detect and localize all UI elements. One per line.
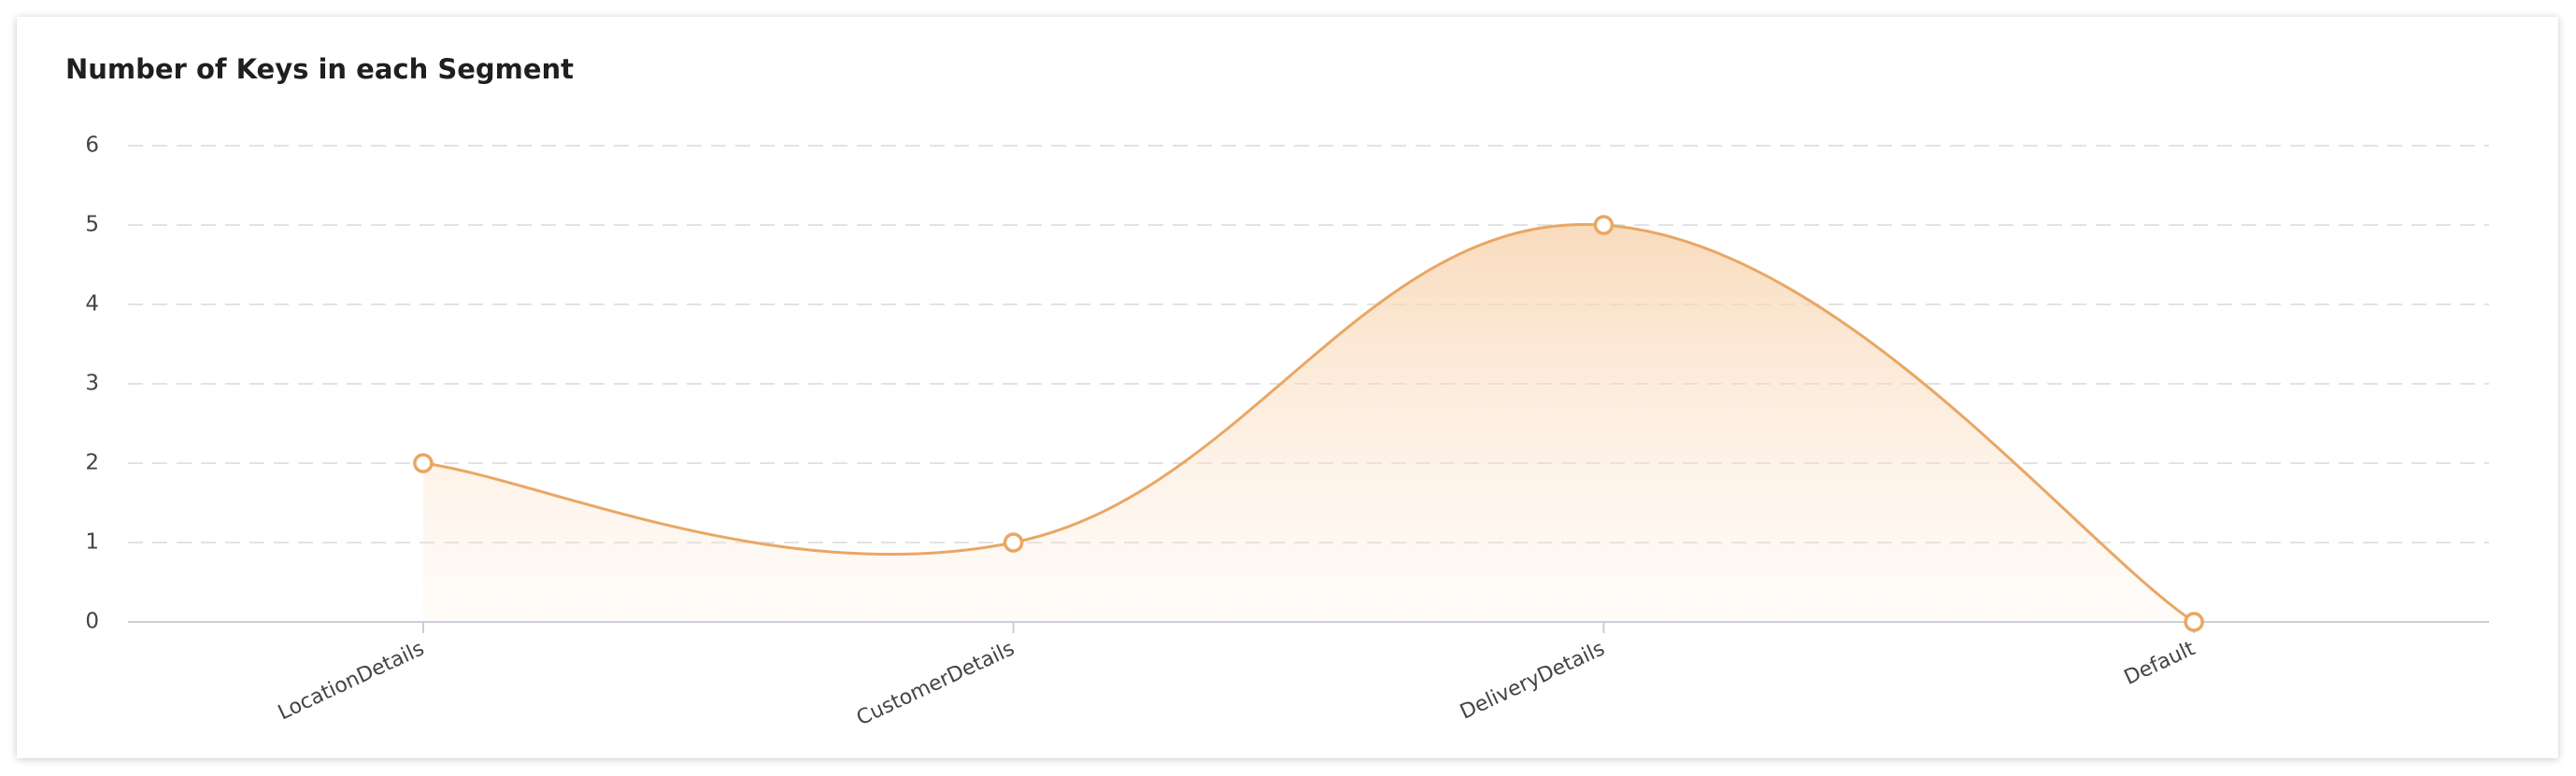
point (1593, 215, 1615, 235)
chart-title: Number of Keys in each Segment (65, 53, 574, 85)
y-tick-label: 3 (85, 372, 99, 396)
point (2184, 612, 2204, 632)
y-tick-label: 0 (85, 610, 99, 634)
point (413, 453, 434, 473)
line (422, 222, 2195, 624)
point (1003, 532, 1024, 553)
area (422, 224, 2195, 622)
y-tick-label: 2 (85, 451, 99, 475)
y-tick-label: 4 (85, 292, 99, 317)
y-tick-label: 1 (85, 530, 99, 555)
y-tick-label: 6 (85, 134, 99, 158)
y-tick-label: 5 (85, 213, 99, 237)
